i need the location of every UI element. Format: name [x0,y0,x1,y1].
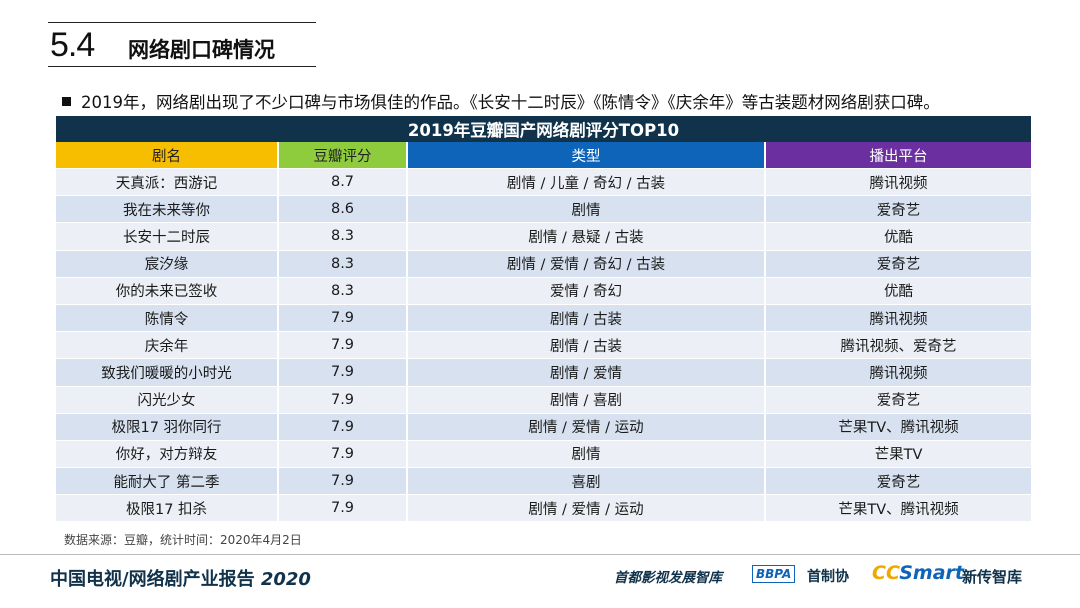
table-row: 我在未来等你 8.6 剧情 爱奇艺 [56,195,1032,223]
cell-name: 我在未来等你 [56,195,278,223]
table-row: 闪光少女 7.9 剧情 / 喜剧 爱奇艺 [56,385,1032,414]
table-row: 致我们暖暖的小时光 7.9 剧情 / 爱情 腾讯视频 [56,358,1032,386]
cell-name: 陈情令 [56,303,278,332]
square-bullet-icon [62,97,71,106]
footer-rule [0,554,1080,555]
cell-name: 极限17 扣杀 [56,494,278,522]
table-row: 极限17 扣杀 7.9 剧情 / 爱情 / 运动 芒果TV、腾讯视频 [56,494,1032,522]
data-source: 数据来源：豆瓣，统计时间：2020年4月2日 [64,533,302,547]
title-top-rule [48,22,316,23]
cell-genre: 剧情 [406,195,765,223]
bullet-point: 2019年，网络剧出现了不少口碑与市场俱佳的作品。《长安十二时辰》《陈情令》《庆… [62,89,940,113]
cell-name: 你好，对方辩友 [56,439,278,468]
cell-name: 极限17 羽你同行 [56,412,278,441]
cell-genre: 剧情 / 儿童 / 奇幻 / 古装 [406,167,765,196]
table-row: 你好，对方辩友 7.9 剧情 芒果TV [56,439,1032,468]
cell-genre: 剧情 / 爱情 / 运动 [406,412,765,441]
cell-platform: 腾讯视频 [763,303,1032,332]
table-body: 天真派：西游记 8.7 剧情 / 儿童 / 奇幻 / 古装 腾讯视频 我在未来等你 8.6… [56,167,1032,522]
cell-platform: 爱奇艺 [763,249,1032,278]
cell-genre: 剧情 / 爱情 / 奇幻 / 古装 [406,249,765,278]
cell-score: 8.3 [277,276,407,305]
cell-genre: 剧情 / 喜剧 [406,385,765,414]
cell-score: 7.9 [277,331,407,359]
header-score: 豆瓣评分 [277,142,407,169]
cell-genre: 爱情 / 奇幻 [406,276,765,305]
table-row: 极限17 羽你同行 7.9 剧情 / 爱情 / 运动 芒果TV、腾讯视频 [56,412,1032,441]
cell-name: 长安十二时辰 [56,222,278,251]
cell-platform: 爱奇艺 [763,385,1032,414]
cell-score: 8.7 [277,167,407,196]
cell-platform: 优酷 [763,276,1032,305]
cell-name: 宸汐缘 [56,249,278,278]
bullet-text: 2019年，网络剧出现了不少口碑与市场俱佳的作品。《长安十二时辰》《陈情令》《庆… [81,93,940,112]
cell-score: 8.3 [277,222,407,251]
cell-platform: 优酷 [763,222,1032,251]
cell-genre: 剧情 / 古装 [406,303,765,332]
cell-platform: 腾讯视频 [763,358,1032,386]
cell-score: 7.9 [277,385,407,414]
cell-platform: 芒果TV、腾讯视频 [763,494,1032,522]
ccsmart-logo: CCSmart [872,562,964,584]
cell-name: 你的未来已签收 [56,276,278,305]
table-row: 庆余年 7.9 剧情 / 古装 腾讯视频、爱奇艺 [56,331,1032,359]
cell-score: 8.6 [277,195,407,223]
table-row: 陈情令 7.9 剧情 / 古装 腾讯视频 [56,303,1032,332]
table-row: 能耐大了 第二季 7.9 喜剧 爱奇艺 [56,467,1032,495]
section-title: 网络剧口碑情况 [128,38,275,62]
org-logo-shouzhixie: 首制协 [807,569,849,585]
cell-platform: 腾讯视频、爱奇艺 [763,331,1032,359]
cell-score: 7.9 [277,358,407,386]
bbpa-logo: BBPA [752,565,796,583]
header-genre: 类型 [406,142,765,169]
cell-platform: 腾讯视频 [763,167,1032,196]
org-logo-xinchuanzhiku: 新传智库 [962,568,1023,586]
header-name: 剧名 [56,142,278,169]
table-caption: 2019年豆瓣国产网络剧评分TOP10 [56,116,1032,142]
table-row: 你的未来已签收 8.3 爱情 / 奇幻 优酷 [56,276,1032,305]
cell-genre: 剧情 / 悬疑 / 古装 [406,222,765,251]
table-row: 宸汐缘 8.3 剧情 / 爱情 / 奇幻 / 古装 爱奇艺 [56,249,1032,278]
cell-name: 能耐大了 第二季 [56,467,278,495]
cell-name: 致我们暖暖的小时光 [56,358,278,386]
cell-platform: 芒果TV [763,439,1032,468]
org-logo-shouduyingshi: 首都影视发展智库 [614,570,722,586]
cell-name: 天真派：西游记 [56,167,278,196]
cell-platform: 爱奇艺 [763,195,1032,223]
cell-name: 庆余年 [56,331,278,359]
cell-platform: 芒果TV、腾讯视频 [763,412,1032,441]
cell-genre: 剧情 / 爱情 [406,358,765,386]
cell-score: 7.9 [277,494,407,522]
cell-genre: 喜剧 [406,467,765,495]
cell-score: 7.9 [277,467,407,495]
cell-name: 闪光少女 [56,385,278,414]
cell-score: 7.9 [277,439,407,468]
table-row: 天真派：西游记 8.7 剧情 / 儿童 / 奇幻 / 古装 腾讯视频 [56,167,1032,196]
section-number: 5.4 [50,26,95,64]
cell-platform: 爱奇艺 [763,467,1032,495]
cell-genre: 剧情 [406,439,765,468]
header-platform: 播出平台 [763,142,1032,169]
cell-genre: 剧情 / 爱情 / 运动 [406,494,765,522]
cell-score: 7.9 [277,303,407,332]
report-title: 中国电视/网络剧产业报告 2020 [50,569,311,590]
cell-genre: 剧情 / 古装 [406,331,765,359]
table-row: 长安十二时辰 8.3 剧情 / 悬疑 / 古装 优酷 [56,222,1032,251]
ranking-table: 2019年豆瓣国产网络剧评分TOP10 剧名 豆瓣评分 类型 播出平台 天真派：… [56,116,1032,522]
cell-score: 8.3 [277,249,407,278]
title-bottom-rule [48,66,316,67]
cell-score: 7.9 [277,412,407,441]
